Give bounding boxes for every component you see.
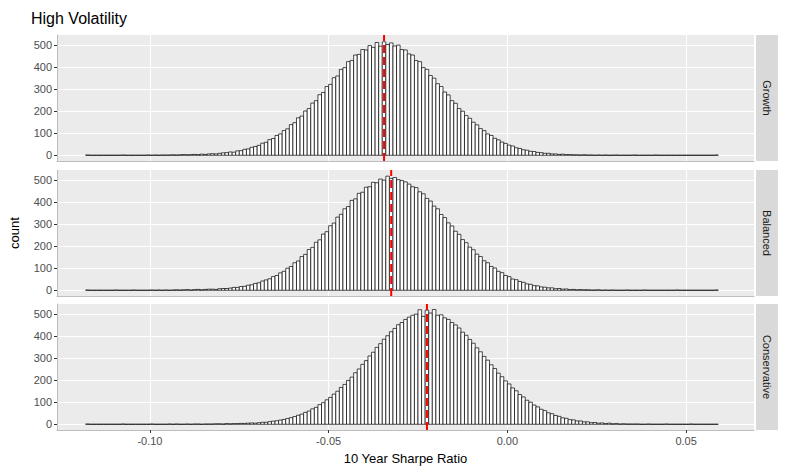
svg-text:200: 200 xyxy=(34,105,52,117)
svg-text:100: 100 xyxy=(34,262,52,274)
svg-text:Growth: Growth xyxy=(761,80,773,115)
svg-text:100: 100 xyxy=(34,396,52,408)
svg-text:10 Year Sharpe Ratio: 10 Year Sharpe Ratio xyxy=(344,451,468,466)
svg-text:200: 200 xyxy=(34,374,52,386)
svg-text:count: count xyxy=(7,217,22,249)
svg-text:200: 200 xyxy=(34,240,52,252)
svg-text:500: 500 xyxy=(34,308,52,320)
svg-text:Balanced: Balanced xyxy=(761,210,773,256)
svg-text:0.05: 0.05 xyxy=(675,435,696,447)
svg-text:Conservative: Conservative xyxy=(761,335,773,399)
svg-text:0: 0 xyxy=(46,418,52,430)
svg-text:300: 300 xyxy=(34,218,52,230)
svg-text:400: 400 xyxy=(34,196,52,208)
svg-text:300: 300 xyxy=(34,352,52,364)
svg-text:400: 400 xyxy=(34,330,52,342)
svg-text:0.00: 0.00 xyxy=(497,435,518,447)
svg-text:-0.10: -0.10 xyxy=(137,435,162,447)
svg-text:500: 500 xyxy=(34,39,52,51)
svg-text:100: 100 xyxy=(34,127,52,139)
svg-text:400: 400 xyxy=(34,61,52,73)
svg-text:500: 500 xyxy=(34,174,52,186)
svg-text:High Volatility: High Volatility xyxy=(31,10,127,27)
svg-text:-0.05: -0.05 xyxy=(316,435,341,447)
svg-text:0: 0 xyxy=(46,149,52,161)
svg-text:300: 300 xyxy=(34,83,52,95)
svg-text:0: 0 xyxy=(46,284,52,296)
